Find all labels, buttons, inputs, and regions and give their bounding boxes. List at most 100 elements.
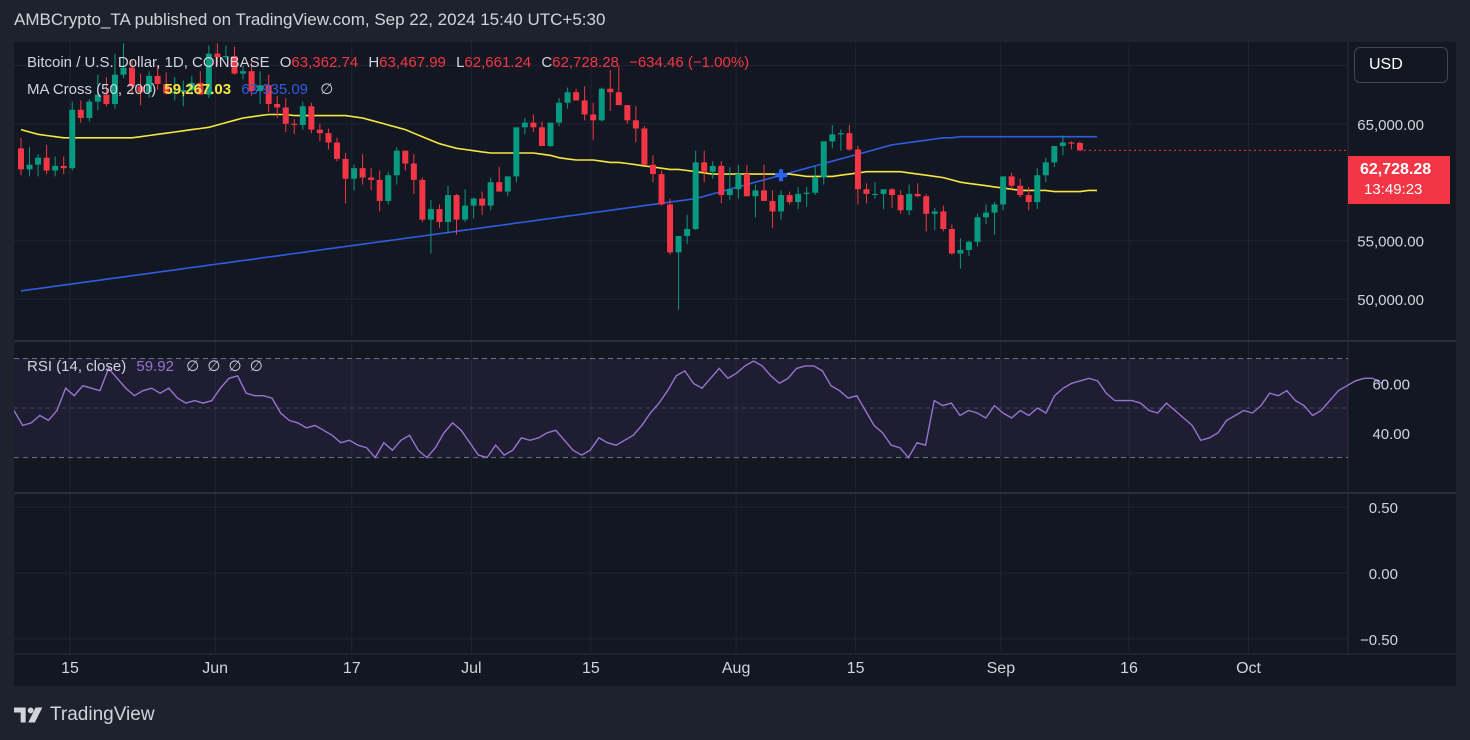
candle-body[interactable] — [308, 106, 315, 130]
candle-body[interactable] — [709, 165, 716, 172]
candle-body[interactable] — [701, 162, 708, 172]
candle-body[interactable] — [803, 192, 810, 194]
candle-body[interactable] — [257, 85, 264, 92]
candle-body[interactable] — [427, 209, 434, 220]
candle-body[interactable] — [163, 84, 170, 94]
candle-body[interactable] — [940, 211, 947, 229]
candle-body[interactable] — [692, 162, 699, 229]
candle-body[interactable] — [581, 100, 588, 115]
candle-body[interactable] — [573, 92, 580, 101]
candle-body[interactable] — [641, 128, 648, 165]
candle-body[interactable] — [265, 85, 272, 104]
candle-body[interactable] — [837, 133, 844, 135]
candle-body[interactable] — [214, 53, 221, 58]
candle-body[interactable] — [769, 200, 776, 212]
candle-body[interactable] — [752, 190, 759, 197]
candle-body[interactable] — [410, 163, 417, 180]
candle-body[interactable] — [154, 75, 161, 85]
candle-body[interactable] — [402, 150, 409, 164]
candle-body[interactable] — [658, 174, 665, 205]
candle-body[interactable] — [188, 82, 195, 90]
candle-body[interactable] — [205, 53, 212, 95]
candle-body[interactable] — [35, 157, 42, 165]
candle-body[interactable] — [316, 129, 323, 134]
chart-panel[interactable]: 70,000.0065,000.0055,000.0050,000.0060.0… — [14, 42, 1456, 686]
candle-body[interactable] — [248, 71, 255, 92]
candle-body[interactable] — [726, 189, 733, 196]
candle-body[interactable] — [351, 168, 358, 179]
candle-body[interactable] — [632, 120, 639, 129]
candle-body[interactable] — [743, 174, 750, 197]
candle-body[interactable] — [735, 174, 742, 190]
candle-body[interactable] — [26, 164, 33, 170]
candle-body[interactable] — [547, 122, 554, 147]
candle-body[interactable] — [607, 88, 614, 93]
candle-body[interactable] — [419, 179, 426, 220]
candle-body[interactable] — [880, 189, 887, 194]
rsi-label[interactable]: RSI (14, close) — [27, 358, 127, 375]
currency-button[interactable]: USD — [1354, 47, 1448, 83]
candle-body[interactable] — [146, 75, 153, 93]
candle-body[interactable] — [590, 114, 597, 121]
candle-body[interactable] — [778, 195, 785, 212]
candle-body[interactable] — [291, 123, 298, 125]
candle-body[interactable] — [487, 182, 494, 206]
candle-body[interactable] — [69, 109, 76, 169]
candle-body[interactable] — [94, 94, 101, 102]
candle-body[interactable] — [530, 122, 537, 128]
candle-body[interactable] — [359, 168, 366, 178]
candle-body[interactable] — [872, 193, 878, 195]
candle-body[interactable] — [240, 71, 247, 74]
candle-body[interactable] — [624, 105, 631, 121]
chart-canvas[interactable]: 70,000.0065,000.0055,000.0050,000.0060.0… — [14, 42, 1456, 686]
candle-body[interactable] — [684, 228, 691, 236]
candle-body[interactable] — [222, 56, 229, 58]
candle-body[interactable] — [760, 190, 767, 201]
candle-body[interactable] — [52, 165, 59, 171]
candle-body[interactable] — [129, 67, 136, 87]
candle-body[interactable] — [991, 204, 998, 213]
candle-body[interactable] — [479, 198, 486, 206]
candle-body[interactable] — [137, 86, 144, 93]
candle-body[interactable] — [436, 209, 443, 222]
candle-body[interactable] — [274, 103, 281, 108]
candle-body[interactable] — [180, 89, 187, 93]
candle-body[interactable] — [504, 176, 511, 192]
candle-body[interactable] — [43, 157, 50, 171]
candle-body[interactable] — [889, 189, 896, 196]
candle-body[interactable] — [983, 212, 990, 218]
candle-body[interactable] — [18, 148, 24, 170]
candle-body[interactable] — [445, 195, 451, 222]
candle-body[interactable] — [974, 217, 981, 242]
candle-body[interactable] — [282, 107, 289, 124]
candle-body[interactable] — [299, 106, 306, 125]
candle-body[interactable] — [111, 74, 118, 104]
candle-body[interactable] — [1059, 142, 1066, 147]
candle-body[interactable] — [1017, 185, 1024, 196]
candle-body[interactable] — [897, 195, 904, 211]
candle-body[interactable] — [948, 228, 955, 254]
candle-body[interactable] — [120, 67, 127, 75]
candle-body[interactable] — [60, 165, 67, 169]
ma-cross-label[interactable]: MA Cross (50, 200) — [27, 81, 157, 98]
candle-body[interactable] — [1000, 176, 1007, 205]
candle-body[interactable] — [598, 88, 605, 121]
candle-body[interactable] — [564, 92, 571, 103]
candle-body[interactable] — [462, 205, 469, 220]
candle-body[interactable] — [957, 250, 964, 254]
candle-body[interactable] — [496, 182, 503, 192]
candle-body[interactable] — [513, 127, 520, 177]
candle-body[interactable] — [1076, 142, 1083, 151]
candle-body[interactable] — [368, 177, 375, 180]
candle-body[interactable] — [556, 102, 563, 123]
candle-body[interactable] — [393, 150, 400, 176]
candle-body[interactable] — [675, 235, 682, 253]
candle-body[interactable] — [385, 175, 392, 201]
candle-body[interactable] — [615, 92, 622, 106]
candle-body[interactable] — [829, 134, 836, 142]
candle-body[interactable] — [376, 179, 383, 201]
candle-body[interactable] — [77, 109, 84, 118]
candle-body[interactable] — [1025, 195, 1032, 203]
candle-body[interactable] — [914, 193, 921, 197]
candle-body[interactable] — [103, 94, 110, 104]
